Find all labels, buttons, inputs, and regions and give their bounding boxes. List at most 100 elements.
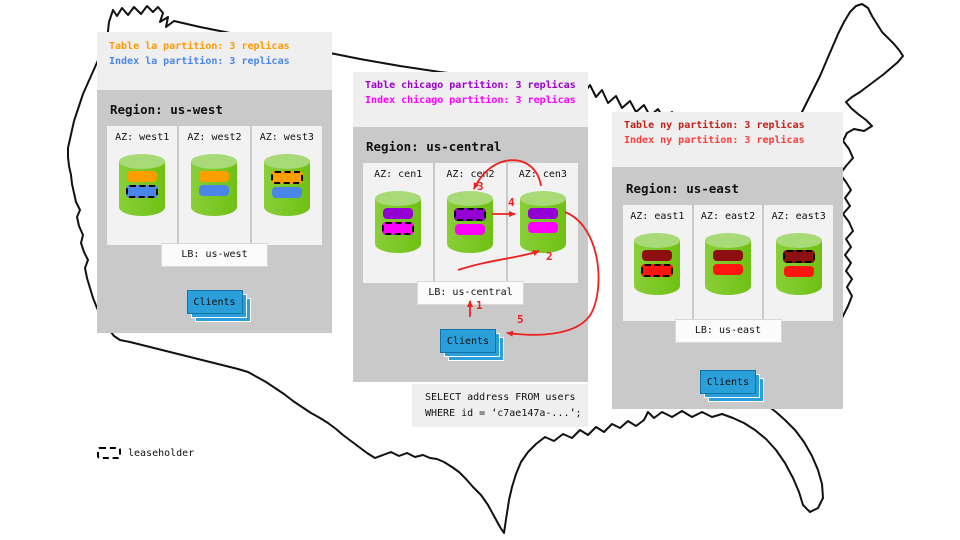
cylinder-top [375,191,422,206]
load-balancer-us-central: LB: us-central [417,281,524,305]
cylinder-top [263,154,310,169]
replica-bar [270,171,303,184]
region-box-us-central: Region: us-central AZ: cen1 AZ: cen2 [353,127,588,382]
database-cylinder-icon [375,191,422,253]
replica-bar [126,185,159,198]
flow-step-5: 5 [517,313,524,326]
replica-bar [199,185,230,196]
sql-query-line2: WHERE id = ‘c7ae147a-...’; [425,408,582,419]
az-label: AZ: west1 [115,132,170,143]
replica-bar [713,250,743,261]
clients-button: Clients [700,370,756,394]
replica-bar [642,250,673,261]
flow-step-2: 2 [546,250,553,263]
annotation-index-ny: Index ny partition: 3 replicas [624,135,805,146]
region-group-us-east: Table ny partition: 3 replicas Index ny … [612,112,843,409]
replica-bar [713,264,743,275]
clients-stack-east: Clients [700,370,764,402]
database-cylinder-icon [191,154,238,216]
replica-bars [119,171,165,198]
database-cylinder-icon [519,191,566,253]
region-title-us-west: Region: us-west [110,102,223,117]
cylinder-top [519,191,566,206]
region-box-us-west: Region: us-west AZ: west1 AZ: west2 [97,90,332,333]
annotation-box-central: Table chicago partition: 3 replicas Inde… [353,72,588,127]
clients-stack-west: Clients [186,290,251,322]
az-label: AZ: cen1 [374,169,423,180]
legend: leaseholder [97,447,194,459]
region-group-us-central: Table chicago partition: 3 replicas Inde… [353,72,588,427]
sql-query-box: SELECT address FROM users WHERE id = ‘c7… [412,384,588,427]
load-balancer-us-west: LB: us-west [161,243,268,267]
az-column-west3: AZ: west3 [251,126,322,245]
az-column-cen3: AZ: cen3 [507,163,578,283]
database-cylinder-icon [119,154,166,216]
database-cylinder-icon [634,233,681,295]
region-title-us-central: Region: us-central [366,139,502,154]
az-column-east1: AZ: east1 [623,205,692,321]
az-panel-east: AZ: east1 AZ: east2 [623,205,834,321]
replica-bars [191,171,237,196]
az-label: AZ: cen2 [446,169,495,180]
replica-bar [383,208,414,219]
az-column-cen1: AZ: cen1 [363,163,434,283]
legend-label: leaseholder [128,447,195,459]
clients-button: Clients [440,329,496,353]
az-column-cen2: AZ: cen2 [435,163,506,283]
replica-bars [634,250,680,277]
database-cylinder-icon [447,191,494,253]
clients-button: Clients [186,290,243,314]
az-column-west1: AZ: west1 [107,126,178,245]
replica-bar [641,264,674,277]
replica-bars [447,208,493,235]
replica-bar [271,187,302,198]
annotation-index-la: Index la partition: 3 replicas [109,56,290,67]
annotation-table-ny: Table ny partition: 3 replicas [624,120,805,131]
az-label: AZ: east1 [630,211,685,222]
cylinder-top [775,233,822,248]
replica-bars [375,208,421,235]
replica-bars [776,250,822,277]
az-label: AZ: west3 [259,132,314,143]
annotation-index-chicago: Index chicago partition: 3 replicas [365,95,576,106]
replica-bar [455,224,486,235]
replica-bar [127,171,158,182]
database-cylinder-icon [263,154,310,216]
az-column-east2: AZ: east2 [693,205,763,321]
flow-step-3: 3 [477,180,484,193]
replica-bar [382,222,415,235]
annotation-box-east: Table ny partition: 3 replicas Index ny … [612,112,843,167]
database-cylinder-icon [705,233,751,295]
flow-step-1: 1 [476,299,483,312]
replica-bar [527,208,558,219]
az-column-east3: AZ: east3 [764,205,834,321]
az-label: AZ: east3 [771,211,826,222]
region-group-us-west: Table la partition: 3 replicas Index la … [97,32,332,333]
annotation-table-la: Table la partition: 3 replicas [109,41,290,52]
annotation-box-west: Table la partition: 3 replicas Index la … [97,32,332,90]
clients-stack-central: Clients [440,329,504,361]
az-column-west2: AZ: west2 [179,126,250,245]
annotation-table-chicago: Table chicago partition: 3 replicas [365,80,576,91]
cylinder-top [634,233,681,248]
replica-bar [527,222,558,233]
replica-bar [199,171,230,182]
az-label: AZ: west2 [187,132,242,143]
replica-bar [454,208,487,221]
replica-bar [783,266,814,277]
leaseholder-dashed-box-icon [97,447,121,459]
replica-bars [264,171,310,198]
region-box-us-east: Region: us-east AZ: east1 AZ: east2 [612,167,843,409]
cylinder-top [191,154,238,169]
region-title-us-east: Region: us-east [626,181,739,196]
replica-bars [705,250,751,275]
cylinder-top [447,191,494,206]
cylinder-top [705,233,751,248]
replica-bars [520,208,566,233]
flow-step-4: 4 [508,196,515,209]
az-panel-west: AZ: west1 AZ: west2 [107,126,322,245]
az-panel-central: AZ: cen1 AZ: cen2 [363,163,578,283]
database-cylinder-icon [775,233,822,295]
az-label: AZ: cen3 [518,169,567,180]
